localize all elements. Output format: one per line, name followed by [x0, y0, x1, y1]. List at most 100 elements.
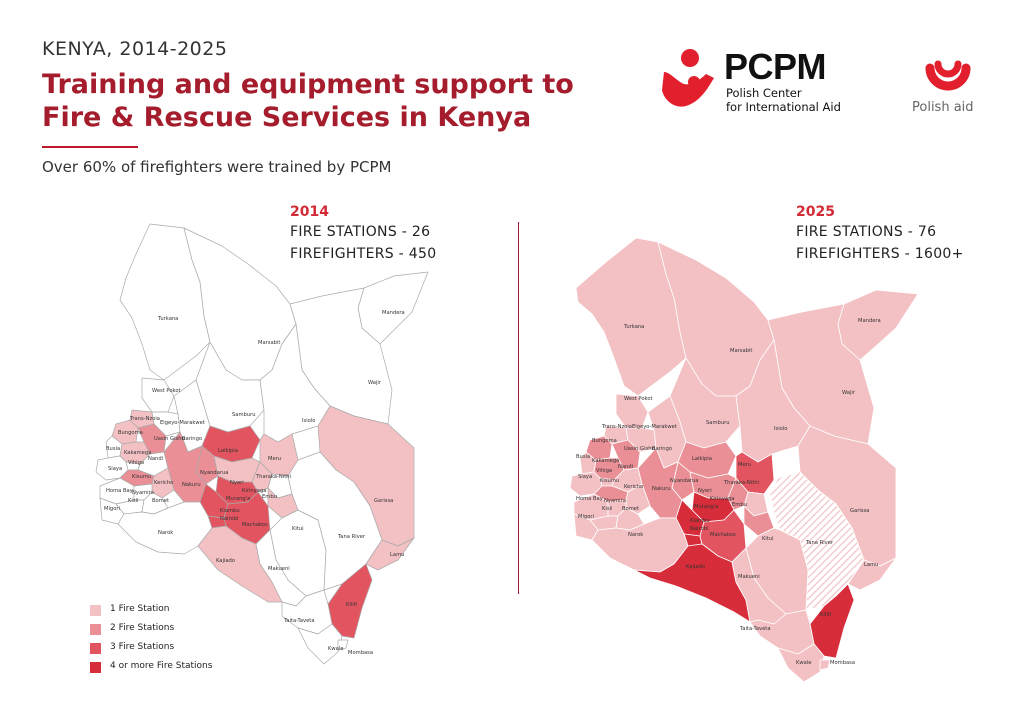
label-nyandarua: Nyandarua — [200, 470, 229, 476]
legend-swatch — [90, 624, 101, 635]
label-garissa: Garissa — [374, 498, 393, 504]
label-tana-river: Tana River — [805, 540, 834, 546]
label-nyeri: Nyeri — [230, 480, 244, 486]
label-elgeyo-marakwet: Elgeyo-Marakwet — [160, 420, 205, 426]
label-makueni: Makueni — [268, 566, 290, 572]
label-lamu: Lamu — [864, 562, 878, 568]
label-samburu: Samburu — [232, 412, 256, 418]
label-west-pokot: West Pokot — [152, 388, 181, 394]
county-mombasa — [819, 659, 831, 671]
label-laikipia: Laikipia — [218, 448, 238, 454]
label-uasin-gishu: Uasin Gishu — [624, 446, 655, 452]
label-machakos: Machakos — [242, 522, 268, 528]
label-machakos: Machakos — [710, 532, 736, 538]
label-taita-taveta: Taita-Taveta — [283, 618, 315, 624]
label-embu: Embu — [732, 502, 747, 508]
county-mandera — [357, 271, 429, 345]
county-west-pokot — [141, 377, 175, 413]
label-baringo: Baringo — [652, 446, 672, 452]
label-bomet: Bomet — [152, 498, 169, 504]
label-wajir: Wajir — [368, 380, 382, 386]
firefighters-2025: FIREFIGHTERS - 1600+ — [796, 246, 964, 262]
label-kirinyaga: Kirinyaga — [242, 488, 266, 494]
label-kisii: Kisii — [128, 498, 138, 504]
county-lamu — [847, 557, 897, 591]
legend-label: 3 Fire Stations — [110, 642, 175, 652]
legend-swatch — [90, 662, 101, 673]
label-narok: Narok — [158, 530, 173, 536]
label-busia: Busia — [106, 446, 120, 452]
title-rule — [42, 146, 138, 148]
label-embu: Embu — [262, 494, 277, 500]
legend-label: 4 or more Fire Stations — [110, 661, 213, 671]
legend-swatch — [90, 643, 101, 654]
label-wajir: Wajir — [842, 390, 856, 396]
label-tana-river: Tana River — [337, 534, 366, 540]
map-2014: Turkana Marsabit Mandera Wajir West Poko… — [95, 223, 429, 665]
firefighters-2014: FIREFIGHTERS - 450 — [290, 246, 437, 262]
kicker: KENYA, 2014-2025 — [42, 38, 228, 60]
label-siaya: Siaya — [108, 466, 122, 472]
label-mandera: Mandera — [382, 310, 405, 316]
label-marsabit: Marsabit — [730, 348, 752, 354]
label-baringo: Baringo — [182, 436, 202, 442]
label-bomet: Bomet — [622, 506, 639, 512]
legend-label: 1 Fire Station — [110, 604, 170, 614]
county-mandera — [837, 289, 919, 361]
page-title: Training and equipment support to Fire &… — [42, 69, 574, 133]
label-kirinyaga: Kirinyaga — [710, 496, 734, 502]
label-nakuru: Nakuru — [652, 486, 671, 492]
year-2025: 2025 — [796, 204, 835, 220]
label-mombasa: Mombasa — [348, 650, 373, 656]
label-bungoma: Bungoma — [118, 430, 143, 436]
label-lamu: Lamu — [390, 552, 404, 558]
label-kitui: Kitui — [762, 536, 774, 542]
label-nyamira: Nyamira — [132, 490, 154, 496]
legend-label: 2 Fire Stations — [110, 623, 175, 633]
label-laikipia: Laikipia — [692, 456, 712, 462]
label-kilifi: Kilifi — [346, 602, 357, 608]
label-siaya: Siaya — [578, 474, 592, 480]
label-samburu: Samburu — [706, 420, 730, 426]
county-taita-taveta — [749, 609, 815, 655]
label-trans-nzoia: Trans-Nzoia — [601, 424, 632, 430]
label-kakamega: Kakamega — [592, 458, 619, 464]
label-migori: Migori — [104, 506, 120, 512]
pcpm-logo-icon — [662, 49, 714, 107]
panel-divider — [518, 222, 519, 594]
label-kiambu: Kiambu — [690, 518, 710, 524]
label-busia: Busia — [576, 454, 590, 460]
label-kiambu: Kiambu — [220, 508, 240, 514]
county-lamu — [365, 537, 415, 571]
label-kisumu: Kisumu — [600, 478, 619, 484]
polish-aid-logo-icon — [925, 60, 971, 91]
label-meru: Meru — [268, 456, 281, 462]
label-kwale: Kwale — [796, 660, 811, 666]
label-turkana: Turkana — [157, 316, 178, 322]
label-migori: Migori — [578, 514, 594, 520]
label-meru: Meru — [738, 462, 751, 468]
label-muranga: Murang'a — [694, 504, 718, 510]
label-nyandarua: Nyandarua — [670, 478, 699, 484]
county-labels-2014: Turkana Marsabit Mandera Wajir West Poko… — [104, 310, 405, 656]
label-turkana: Turkana — [623, 324, 644, 330]
label-nairobi: Nairobi — [220, 516, 238, 522]
label-kilifi: Kilifi — [820, 612, 831, 618]
label-nandi: Nandi — [148, 456, 163, 462]
county-mombasa — [337, 639, 349, 651]
label-makueni: Makueni — [738, 574, 760, 580]
county-labels-2025: Turkana Marsabit Mandera Wajir West Poko… — [576, 318, 881, 666]
label-nairobi: Nairobi — [690, 526, 708, 532]
pcpm-wordmark: PCPM — [724, 46, 827, 87]
year-2014: 2014 — [290, 204, 329, 220]
pcpm-tagline-2: for International Aid — [726, 100, 841, 114]
county-narok — [117, 501, 213, 555]
label-taita-taveta: Taita-Taveta — [739, 626, 771, 632]
label-tharaka-nithi: Tharaka-Nithi — [255, 474, 291, 480]
label-nyamira: Nyamira — [604, 498, 626, 504]
label-kitui: Kitui — [292, 526, 304, 532]
label-garissa: Garissa — [850, 508, 869, 514]
label-kajiado: Kajiado — [686, 564, 705, 570]
label-kericho: Kericho — [154, 480, 173, 486]
label-kisumu: Kisumu — [132, 474, 151, 480]
